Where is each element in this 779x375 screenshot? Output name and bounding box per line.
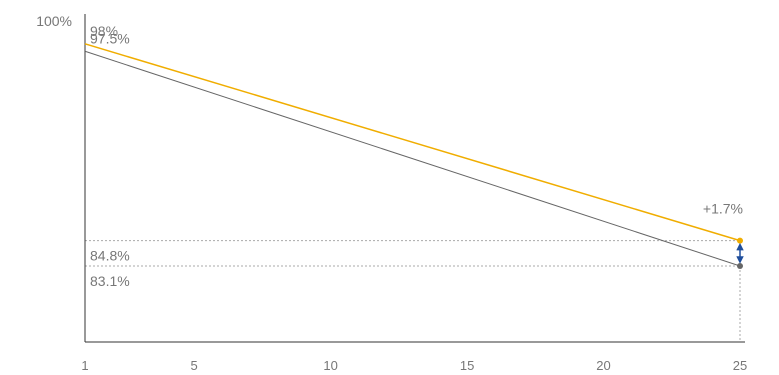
series-line-orange bbox=[84, 43, 741, 242]
x-axis-ticks: 1 5 10 15 20 25 bbox=[81, 358, 747, 373]
data-label-83.1: 83.1% bbox=[90, 273, 130, 289]
data-label-98: 98% bbox=[90, 23, 118, 39]
difference-label: +1.7% bbox=[703, 201, 743, 217]
x-tick-label-25: 25 bbox=[733, 358, 747, 373]
y-axis-top-label: 100% bbox=[36, 13, 72, 29]
series-end-point-orange bbox=[737, 237, 743, 244]
data-label-84.8: 84.8% bbox=[90, 248, 130, 264]
x-tick-label-20: 20 bbox=[596, 358, 610, 373]
x-tick-label-5: 5 bbox=[191, 358, 198, 373]
x-tick-label-10: 10 bbox=[323, 358, 337, 373]
x-tick-label-1: 1 bbox=[81, 358, 88, 373]
series-end-point-gray bbox=[737, 262, 743, 269]
data-label-97.5: 97.5% bbox=[90, 30, 130, 46]
series-line-gray bbox=[84, 50, 741, 267]
x-tick-label-15: 15 bbox=[460, 358, 474, 373]
